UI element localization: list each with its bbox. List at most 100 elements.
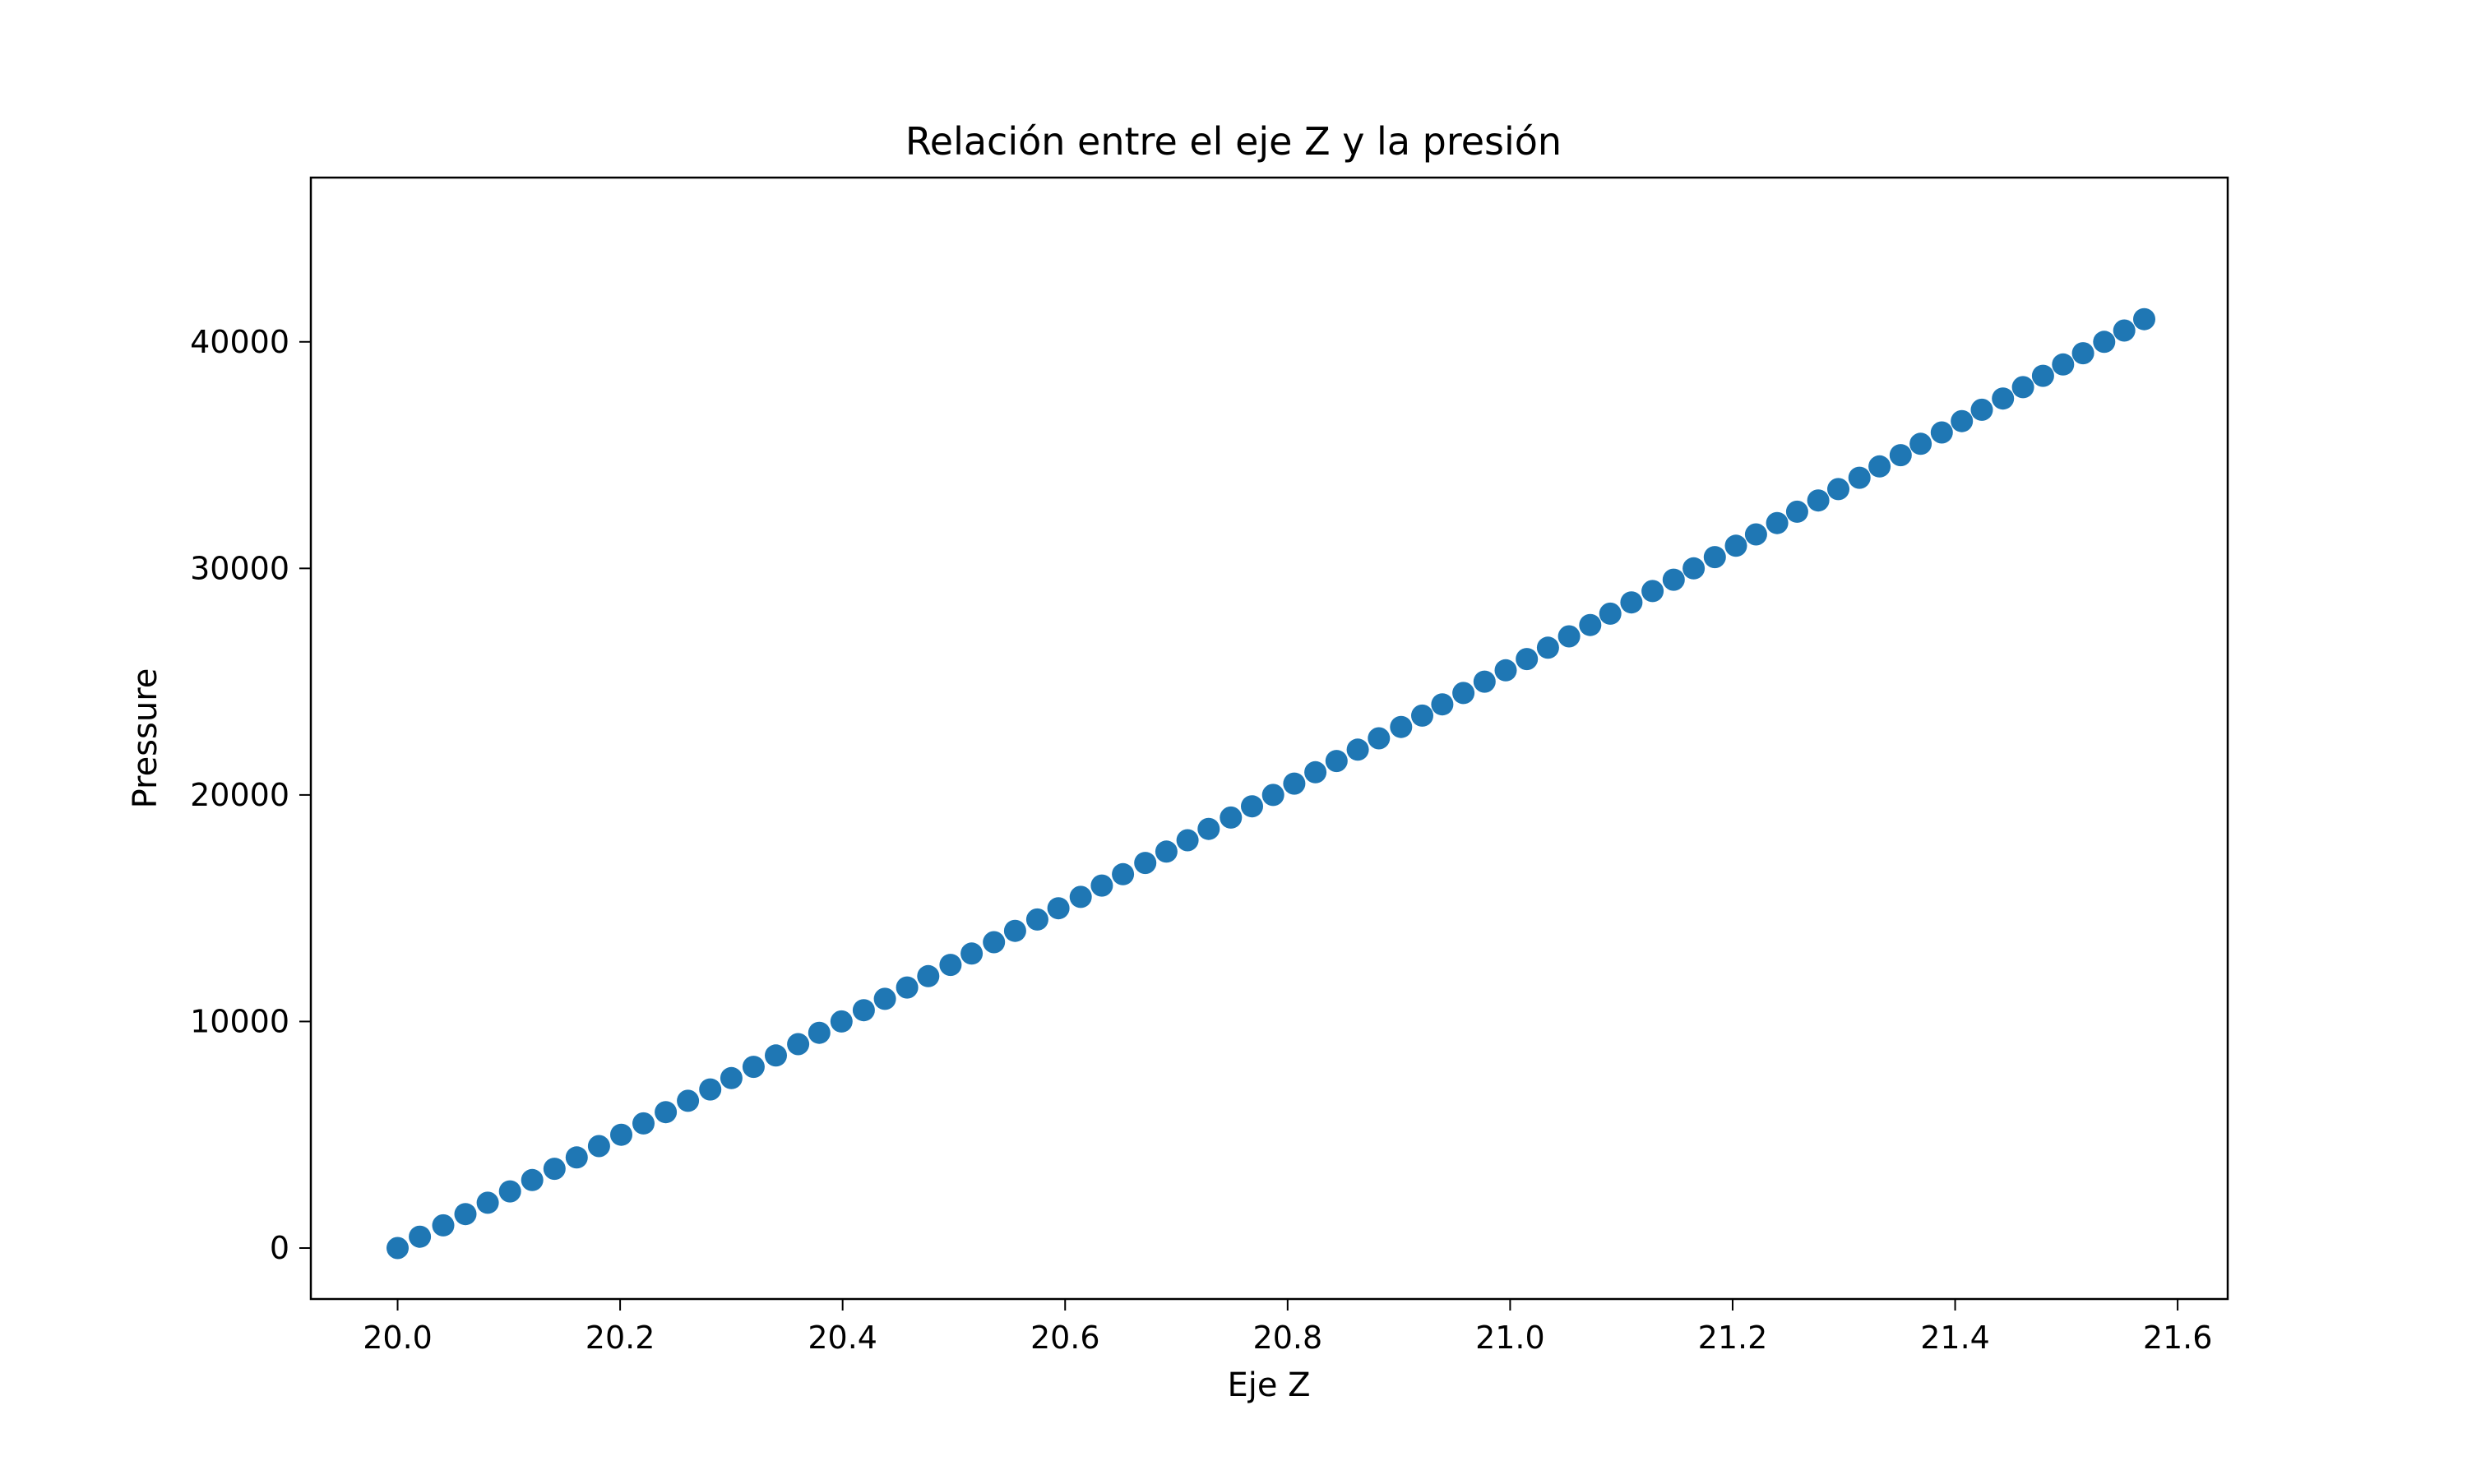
x-tick-label: 20.6	[1030, 1320, 1100, 1356]
data-point	[2071, 342, 2094, 365]
x-tick-label: 21.6	[2143, 1320, 2213, 1356]
data-point	[655, 1101, 678, 1124]
data-point	[454, 1203, 477, 1226]
data-point	[632, 1112, 655, 1135]
data-point	[939, 954, 962, 977]
data-point	[1827, 478, 1849, 501]
data-point	[2031, 364, 2054, 387]
data-point	[1536, 636, 1559, 659]
data-point	[765, 1044, 787, 1067]
data-point	[587, 1135, 610, 1158]
data-point	[386, 1237, 409, 1260]
data-point	[830, 1010, 853, 1033]
data-point	[960, 942, 984, 965]
data-point	[1473, 670, 1496, 693]
data-point	[873, 987, 896, 1010]
data-point	[409, 1225, 432, 1248]
data-point	[1785, 500, 1808, 523]
data-point	[1155, 840, 1178, 863]
x-tick-label: 20.0	[363, 1320, 433, 1356]
data-point	[432, 1214, 455, 1237]
data-point	[742, 1056, 765, 1079]
data-point	[1807, 489, 1830, 512]
y-tick-label: 30000	[190, 550, 289, 586]
data-point	[1766, 511, 1789, 534]
x-tick-label: 20.2	[586, 1320, 655, 1356]
chart-title: Relación entre el eje Z y la presión	[905, 119, 1562, 164]
data-point	[1431, 693, 1454, 716]
data-point	[1620, 591, 1643, 614]
y-tick-label: 20000	[190, 777, 289, 813]
data-point	[1516, 648, 1539, 671]
data-point	[917, 964, 940, 987]
data-point	[1197, 817, 1220, 840]
data-point	[543, 1158, 566, 1181]
data-point	[1868, 455, 1891, 478]
data-point	[1261, 784, 1284, 807]
data-point	[565, 1146, 588, 1169]
y-tick-label: 10000	[190, 1003, 289, 1039]
data-point	[1283, 772, 1306, 795]
x-tick-label: 21.2	[1698, 1320, 1768, 1356]
data-point	[2011, 376, 2034, 399]
data-point	[1909, 432, 1932, 455]
y-tick-label: 40000	[190, 324, 289, 360]
data-point	[1003, 919, 1026, 942]
data-point	[2133, 307, 2155, 331]
x-tick-label: 21.4	[1920, 1320, 1990, 1356]
data-point	[1220, 806, 1243, 829]
x-axis-ticks: 20.0 20.2 20.4 20.6 20.8 21.0 21.2 21.4 21.6	[363, 1299, 2212, 1356]
data-point	[1047, 897, 1070, 920]
data-point	[1662, 568, 1685, 591]
x-tick-label: 21.0	[1475, 1320, 1545, 1356]
data-point	[699, 1078, 722, 1101]
plot-frame	[309, 176, 2229, 1301]
data-point	[476, 1191, 499, 1214]
x-axis-label: Eje Z	[1227, 1366, 1310, 1404]
data-point	[1992, 387, 2015, 410]
data-point	[1951, 409, 1974, 432]
data-point	[1325, 750, 1348, 773]
y-axis-ticks: 0 10000 20000 30000 40000	[190, 324, 311, 1266]
y-axis-label: Pressure	[127, 668, 164, 809]
data-point	[1368, 727, 1391, 750]
x-tick-label: 20.4	[808, 1320, 877, 1356]
data-point	[1090, 874, 1113, 897]
data-point	[1304, 760, 1327, 784]
data-point	[1557, 625, 1581, 648]
data-point	[1069, 885, 1092, 908]
data-point	[720, 1066, 743, 1089]
data-point	[983, 931, 1006, 954]
data-point	[852, 999, 875, 1022]
data-point	[1241, 795, 1263, 818]
data-point	[787, 1033, 810, 1056]
data-point	[2093, 331, 2116, 354]
data-point	[1411, 704, 1433, 727]
data-point	[1494, 659, 1517, 682]
data-point	[1390, 715, 1413, 738]
data-point	[521, 1168, 544, 1191]
x-tick-label: 20.8	[1253, 1320, 1323, 1356]
data-points	[386, 307, 2155, 1260]
data-point	[2113, 319, 2136, 342]
data-point	[808, 1021, 831, 1044]
data-point	[2052, 353, 2075, 376]
data-point	[896, 976, 919, 999]
data-point	[1724, 534, 1747, 557]
data-point	[1889, 444, 1912, 467]
data-point	[1452, 682, 1475, 705]
data-point	[1176, 829, 1199, 852]
data-point	[1682, 557, 1706, 580]
data-point	[1703, 546, 1726, 569]
data-point	[1848, 466, 1871, 489]
data-point	[1134, 852, 1157, 875]
data-point	[677, 1089, 700, 1112]
data-point	[1599, 602, 1622, 625]
data-point	[1579, 613, 1602, 636]
data-point	[1744, 523, 1767, 546]
data-point	[1112, 862, 1135, 885]
data-point	[1970, 398, 1993, 421]
y-tick-label: 0	[270, 1230, 289, 1266]
